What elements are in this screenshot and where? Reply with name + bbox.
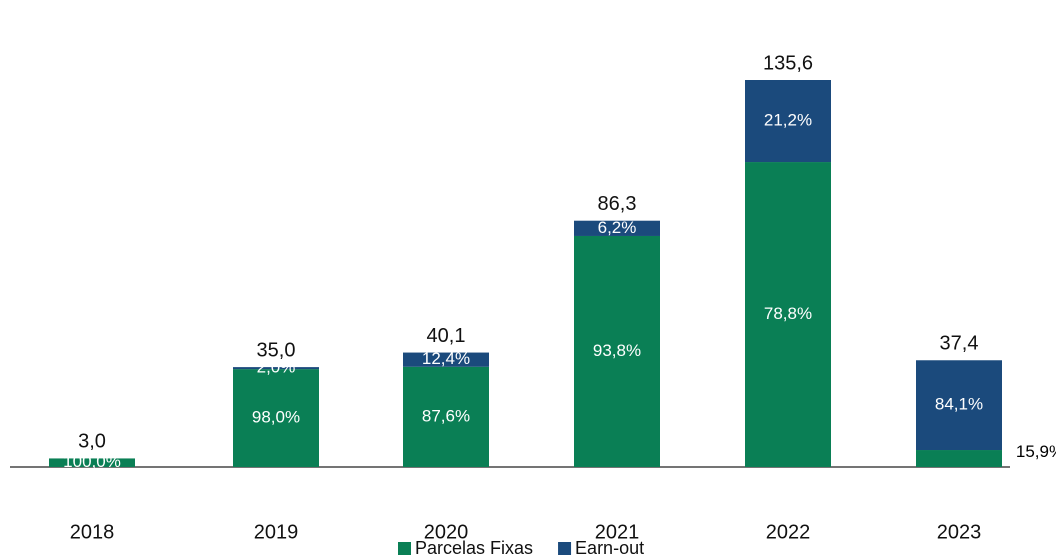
total-label: 135,6: [763, 52, 813, 74]
segment-label: 15,9%: [1016, 442, 1056, 461]
segment-label: 84,1%: [935, 395, 983, 414]
bar-segment: [403, 366, 489, 467]
bar-segment: [233, 369, 319, 467]
x-tick-label: 2022: [766, 521, 811, 543]
bar-segment: [403, 352, 489, 367]
segment-label: 93,8%: [593, 341, 641, 360]
segment-label: 98,0%: [252, 408, 300, 427]
legend-label: Earn-out: [575, 538, 644, 558]
segment-label: 100,0%: [63, 452, 121, 471]
x-tick-label: 2019: [254, 521, 299, 543]
bar-segment: [745, 162, 831, 467]
total-label: 3,0: [78, 431, 106, 453]
segment-label: 6,2%: [598, 218, 637, 237]
bar-segment: [916, 360, 1002, 451]
segment-label: 21,2%: [764, 111, 812, 130]
total-label: 40,1: [427, 325, 466, 347]
segment-label: 78,8%: [764, 304, 812, 323]
bar-segment: [233, 367, 319, 370]
legend-swatch: [558, 542, 572, 555]
x-tick-label: 2020: [424, 521, 469, 543]
bar-segment: [916, 450, 1002, 467]
bar-segment: [745, 80, 831, 163]
x-tick-label: 2018: [70, 521, 115, 543]
bar-segment: [49, 458, 135, 467]
legend-label: Parcelas Fixas: [415, 538, 533, 558]
legend-swatch: [398, 542, 411, 555]
segment-label: 2,0%: [257, 358, 296, 377]
bar-segment: [574, 235, 660, 467]
total-label: 35,0: [257, 339, 296, 361]
segment-label: 12,4%: [422, 349, 470, 368]
total-label: 86,3: [598, 193, 637, 215]
x-tick-label: 2023: [937, 521, 982, 543]
segment-label: 87,6%: [422, 406, 470, 425]
total-label: 37,4: [940, 333, 979, 355]
bar-segment: [574, 220, 660, 236]
x-tick-label: 2021: [595, 521, 640, 543]
